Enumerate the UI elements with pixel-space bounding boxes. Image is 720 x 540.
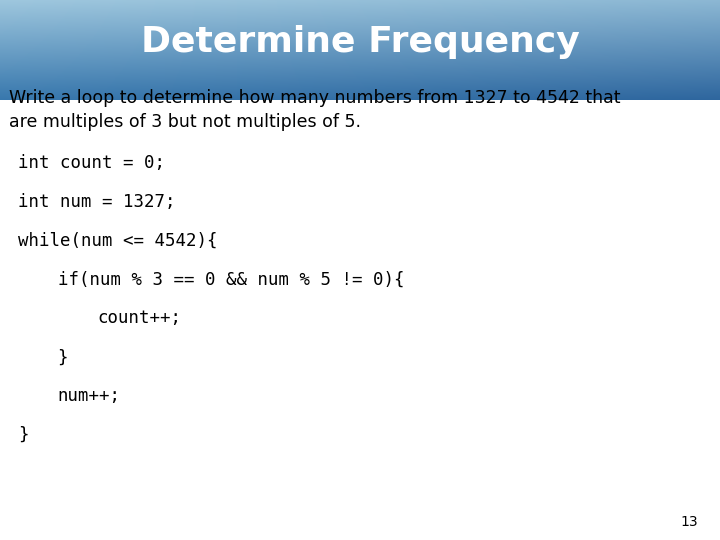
Text: 13: 13 xyxy=(681,515,698,529)
Text: count++;: count++; xyxy=(97,309,181,327)
Text: int num = 1327;: int num = 1327; xyxy=(18,193,176,211)
Text: }: } xyxy=(58,348,68,366)
Text: if(num % 3 == 0 && num % 5 != 0){: if(num % 3 == 0 && num % 5 != 0){ xyxy=(58,271,404,288)
Text: Write a loop to determine how many numbers from 1327 to 4542 that: Write a loop to determine how many numbe… xyxy=(9,89,620,107)
Text: while(num <= 4542){: while(num <= 4542){ xyxy=(18,232,217,249)
Text: num++;: num++; xyxy=(58,387,121,405)
Text: are multiples of 3 but not multiples of 5.: are multiples of 3 but not multiples of … xyxy=(9,113,361,131)
Text: Determine Frequency: Determine Frequency xyxy=(140,25,580,59)
Text: }: } xyxy=(18,426,29,444)
Text: int count = 0;: int count = 0; xyxy=(18,154,165,172)
